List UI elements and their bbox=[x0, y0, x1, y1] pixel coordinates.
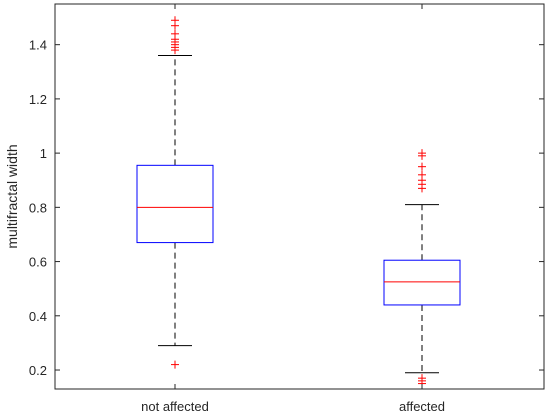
iqr-box bbox=[136, 164, 214, 244]
y-tick-label: 1.4 bbox=[29, 38, 47, 53]
outlier-marker bbox=[171, 29, 179, 38]
y-tick-label: 0.6 bbox=[29, 255, 47, 270]
outlier-marker bbox=[418, 170, 426, 179]
axes-frame bbox=[54, 3, 545, 390]
outlier-marker bbox=[418, 374, 426, 383]
outlier-marker bbox=[171, 360, 179, 369]
x-tick-label: affected bbox=[399, 399, 445, 414]
y-tick-label: 1 bbox=[40, 146, 47, 161]
y-tick-label: 0.4 bbox=[29, 309, 47, 324]
box-group-affected bbox=[383, 149, 461, 388]
iqr-box bbox=[383, 259, 461, 306]
y-tick-label: 1.2 bbox=[29, 92, 47, 107]
x-tick-label: not affected bbox=[141, 399, 209, 414]
box-group-not-affected bbox=[136, 16, 214, 369]
outlier-marker bbox=[171, 16, 179, 25]
y-tick-label: 0.2 bbox=[29, 363, 47, 378]
outlier-marker bbox=[418, 149, 426, 158]
y-axis-label: multifractal width bbox=[4, 144, 20, 248]
y-tick-label: 0.8 bbox=[29, 200, 47, 215]
outlier-marker bbox=[418, 162, 426, 171]
